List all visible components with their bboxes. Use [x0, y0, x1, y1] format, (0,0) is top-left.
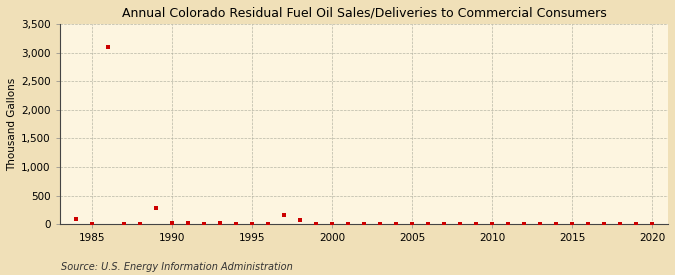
Point	[294, 218, 305, 222]
Point	[167, 221, 178, 225]
Point	[327, 222, 338, 226]
Point	[198, 221, 209, 226]
Point	[551, 222, 562, 226]
Point	[358, 222, 369, 226]
Point	[182, 221, 193, 226]
Point	[151, 206, 161, 210]
Point	[246, 222, 257, 226]
Point	[86, 222, 97, 226]
Point	[310, 222, 321, 226]
Text: Source: U.S. Energy Information Administration: Source: U.S. Energy Information Administ…	[61, 262, 292, 272]
Point	[134, 221, 145, 226]
Point	[470, 222, 481, 226]
Point	[263, 222, 273, 226]
Point	[615, 222, 626, 226]
Point	[375, 222, 385, 226]
Point	[647, 222, 657, 226]
Point	[439, 222, 450, 226]
Point	[423, 222, 433, 226]
Point	[230, 222, 241, 226]
Point	[487, 222, 497, 226]
Point	[535, 222, 545, 226]
Point	[103, 45, 113, 49]
Point	[406, 222, 417, 226]
Point	[70, 216, 81, 221]
Point	[279, 213, 290, 217]
Point	[342, 222, 353, 226]
Point	[583, 222, 593, 226]
Point	[518, 222, 529, 226]
Point	[215, 221, 225, 226]
Point	[503, 222, 514, 226]
Point	[566, 222, 577, 226]
Point	[599, 222, 610, 226]
Title: Annual Colorado Residual Fuel Oil Sales/Deliveries to Commercial Consumers: Annual Colorado Residual Fuel Oil Sales/…	[122, 7, 606, 20]
Y-axis label: Thousand Gallons: Thousand Gallons	[7, 78, 17, 171]
Point	[391, 222, 402, 226]
Point	[630, 222, 641, 226]
Point	[454, 222, 465, 226]
Point	[118, 222, 129, 226]
